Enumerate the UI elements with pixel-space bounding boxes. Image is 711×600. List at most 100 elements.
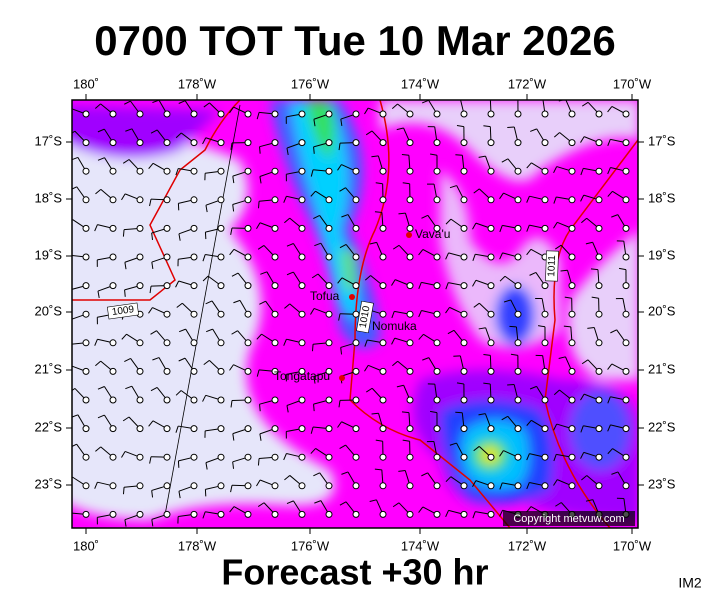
station — [622, 453, 630, 461]
barb-feather — [375, 439, 383, 442]
barb-feather — [313, 472, 320, 477]
barb-feather — [581, 217, 587, 224]
barb-feather — [499, 509, 504, 517]
station — [433, 367, 441, 375]
barb-feather — [94, 103, 101, 109]
longitude-label: 170˚W — [613, 538, 652, 553]
station — [487, 425, 495, 433]
station — [244, 482, 252, 490]
station — [298, 253, 306, 261]
station — [568, 139, 576, 147]
barb-feather — [67, 109, 70, 115]
station — [406, 396, 414, 404]
barb-feather — [94, 339, 98, 346]
station — [379, 310, 387, 318]
station — [514, 167, 522, 175]
barb-feather — [256, 222, 261, 230]
barb-feather — [499, 192, 504, 200]
longitude-label: 170˚W — [613, 76, 652, 91]
barb-feather — [121, 193, 126, 201]
barb-feather — [430, 153, 438, 156]
station — [622, 339, 630, 347]
barb-feather — [122, 487, 125, 495]
station — [352, 253, 360, 261]
barb-feather — [310, 426, 314, 434]
barb-feather — [203, 360, 210, 366]
barb-feather — [585, 241, 593, 245]
barb-feather — [418, 333, 424, 340]
station — [433, 425, 441, 433]
barb-feather — [526, 420, 532, 426]
station — [460, 510, 468, 518]
station — [487, 110, 495, 118]
station — [136, 425, 144, 433]
barb-feather — [121, 333, 127, 340]
barb-feather — [313, 119, 316, 127]
station — [406, 453, 414, 461]
barb-feather — [401, 154, 409, 156]
barb-feather — [391, 279, 396, 286]
wind-barbs — [67, 100, 630, 527]
station — [163, 196, 171, 204]
station — [352, 425, 360, 433]
station — [622, 196, 630, 204]
station — [190, 510, 198, 518]
barb-feather — [401, 411, 410, 414]
station — [298, 310, 306, 318]
station — [514, 396, 522, 404]
barb-feather — [232, 461, 235, 469]
barb-feather — [339, 501, 347, 506]
station — [109, 367, 117, 375]
barb-feather — [607, 106, 613, 113]
station — [82, 110, 90, 118]
station — [217, 510, 225, 518]
barb-feather — [310, 308, 315, 315]
station — [190, 367, 198, 375]
station — [298, 196, 306, 204]
barb-feather — [392, 502, 400, 508]
barb-feather — [124, 519, 127, 527]
station — [82, 482, 90, 490]
station — [109, 139, 117, 147]
barb-feather — [445, 476, 452, 483]
barb-feather — [121, 451, 126, 458]
station — [163, 339, 171, 347]
station — [379, 425, 387, 433]
station — [487, 510, 495, 518]
barb-feather — [149, 456, 152, 464]
barb-feather — [553, 222, 558, 229]
barb-feather — [396, 384, 404, 388]
barb-feather — [483, 353, 491, 356]
station — [460, 425, 468, 433]
station — [352, 110, 360, 118]
isobar-label: 1009 — [111, 304, 135, 318]
barb-feather — [286, 147, 289, 156]
station — [217, 224, 225, 232]
station — [514, 282, 522, 290]
barb-feather — [97, 414, 105, 419]
barb-feather — [526, 162, 532, 169]
barb-feather — [97, 128, 105, 133]
barb-feather — [283, 196, 287, 203]
station — [379, 367, 387, 375]
station — [82, 510, 90, 518]
station — [622, 224, 630, 232]
station — [109, 282, 117, 290]
barb-feather — [526, 195, 530, 203]
barb-feather — [503, 299, 511, 303]
station — [541, 224, 549, 232]
station — [82, 253, 90, 261]
station — [541, 167, 549, 175]
barb-feather — [418, 506, 424, 513]
barb-feather — [337, 421, 342, 428]
barb-feather — [402, 439, 410, 442]
latitude-label: 23˚S — [648, 476, 676, 491]
barb-feather — [125, 128, 133, 132]
station — [568, 425, 576, 433]
station — [325, 396, 333, 404]
latitude-label: 17˚S — [35, 133, 63, 148]
barb-feather — [580, 425, 584, 433]
barb-feather — [339, 187, 346, 192]
barb-feather — [364, 365, 369, 372]
barb-feather — [478, 155, 486, 158]
